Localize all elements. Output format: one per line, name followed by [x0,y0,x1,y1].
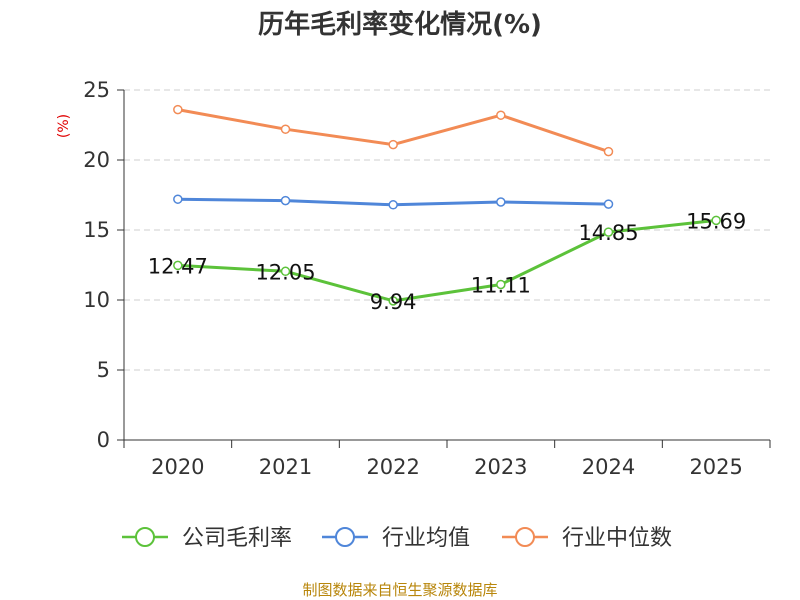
data-point [496,197,506,207]
data-point [173,104,183,115]
data-point [173,260,183,271]
data-point [388,296,398,306]
y-tick-label: 0 [97,428,110,452]
y-tick-label: 25 [83,78,110,102]
data-point [280,124,291,134]
y-tick-label: 5 [97,358,110,382]
x-tick-label: 2024 [582,455,635,479]
source-note: 制图数据来自恒生聚源数据库 [302,581,497,599]
data-point [280,266,291,277]
data-point [496,110,506,120]
x-tick-label: 2022 [366,455,419,479]
series-lines [173,104,721,306]
legend-swatch-marker [515,527,535,547]
data-point [603,199,614,209]
gridlines [124,89,770,371]
y-axis-unit: (%) [56,114,72,138]
data-label: 12.05 [255,260,315,284]
data-label: 14.85 [578,221,638,245]
data-labels: 12.47 12.05 9.94 11.11 14.85 15.69 [148,209,746,314]
data-point [388,139,398,150]
legend-swatch-marker [135,527,155,547]
data-point [173,194,183,204]
legend-label: 公司毛利率 [182,526,292,551]
data-point [280,195,291,206]
chart-title: 历年毛利率变化情况(%) [258,9,542,40]
data-label: 12.47 [148,254,208,278]
x-tick-label: 2025 [689,455,742,479]
data-point [388,200,398,210]
y-tick-label: 20 [83,148,110,172]
legend: 公司毛利率 行业均值 行业中位数 [122,526,672,551]
series-line-0 [177,218,717,303]
x-tick-label: 2021 [259,455,312,479]
data-point [496,279,506,290]
data-label: 11.11 [471,273,531,297]
legend-label: 行业均值 [382,526,470,551]
x-tick-label: 2020 [151,455,204,479]
data-label: 9.94 [370,290,417,314]
y-tick-label: 10 [83,288,110,312]
data-point [711,215,721,226]
legend-label: 行业中位数 [562,526,672,551]
legend-swatch-marker [335,527,355,547]
data-label: 15.69 [686,209,746,233]
data-point [603,227,614,237]
x-tick-label: 2023 [474,455,527,479]
data-point [603,146,614,157]
y-tick-label: 15 [83,218,110,242]
